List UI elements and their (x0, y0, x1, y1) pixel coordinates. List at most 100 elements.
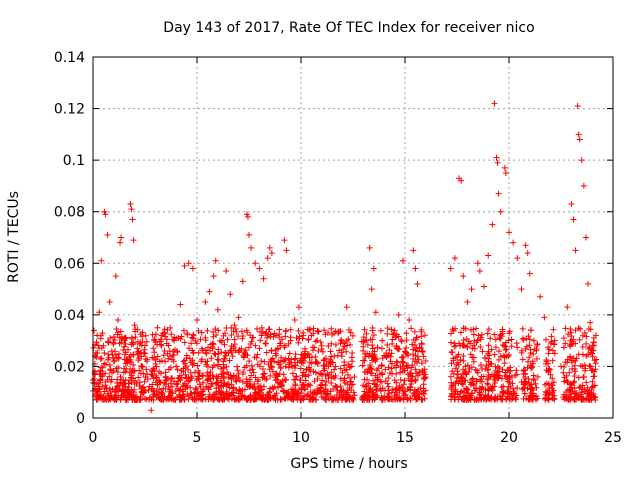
scatter-point (574, 102, 581, 109)
scatter-point-bg (120, 346, 127, 353)
scatter-point-bg (110, 334, 117, 341)
scatter-point-bg (211, 362, 218, 369)
scatter-point-bg (543, 389, 550, 396)
scatter-point-bg (246, 383, 253, 390)
scatter-point-bg (508, 336, 515, 343)
scatter-point-bg (185, 366, 192, 373)
scatter-point-bg (218, 391, 225, 398)
scatter-point-bg (176, 372, 183, 379)
scatter-point-bg (328, 379, 335, 386)
scatter-point-bg (260, 396, 267, 403)
scatter-point-bg (505, 366, 512, 373)
scatter-point-bg (491, 379, 498, 386)
scatter-point-bg (448, 392, 455, 399)
scatter-point (194, 317, 200, 324)
scatter-point-bg (101, 349, 108, 356)
scatter-point-bg (454, 368, 461, 375)
scatter-point-bg (447, 396, 454, 403)
scatter-point (117, 239, 124, 246)
scatter-point-bg (593, 356, 600, 363)
scatter-point-bg (361, 388, 368, 395)
scatter-point-bg (501, 360, 508, 367)
scatter-point (570, 216, 577, 223)
y-tick-label: 0.08 (54, 205, 85, 221)
scatter-point-bg (105, 396, 112, 403)
scatter-point-bg (149, 381, 156, 388)
scatter-point-bg (447, 373, 454, 380)
scatter-point-bg (400, 353, 407, 360)
scatter-point-bg (512, 372, 519, 379)
scatter-point (100, 342, 107, 349)
scatter-point-bg (328, 325, 335, 332)
scatter-point-bg (176, 387, 183, 394)
scatter-point-bg (263, 340, 270, 347)
scatter-point-bg (321, 327, 328, 334)
scatter-point-bg (298, 385, 305, 392)
scatter-point-bg (178, 367, 185, 374)
scatter-point (391, 327, 398, 334)
scatter-point-bg (255, 376, 262, 383)
scatter-point-bg (156, 378, 163, 385)
scatter-point-bg (314, 337, 321, 344)
scatter-point (582, 234, 589, 241)
scatter-point-bg (299, 372, 306, 379)
scatter-point-bg (136, 340, 143, 347)
scatter-point-bg (165, 396, 172, 403)
scatter-point-bg (545, 365, 552, 372)
scatter-point-bg (247, 396, 254, 403)
scatter-point-bg (332, 328, 339, 335)
scatter-point-bg (279, 377, 286, 384)
scatter-point-bg (344, 381, 351, 388)
y-tick-label: 0.06 (54, 256, 85, 272)
scatter-point-bg (393, 358, 400, 365)
scatter-point-bg (298, 351, 305, 358)
scatter-point-bg (288, 386, 295, 393)
scatter-point-bg (507, 383, 514, 390)
scatter-point-bg (377, 385, 384, 392)
scatter-point-bg (125, 394, 132, 401)
scatter-point-bg (370, 332, 377, 339)
scatter-point (166, 353, 173, 360)
scatter-point-bg (90, 327, 97, 334)
scatter-point-bg (576, 336, 583, 343)
scatter-point-bg (566, 369, 573, 376)
y-tick-label: 0.04 (54, 308, 85, 324)
scatter-point (246, 231, 252, 238)
scatter-point-bg (510, 388, 517, 395)
scatter-point-bg (533, 384, 540, 391)
scatter-point-bg (470, 326, 477, 333)
scatter-point-bg (567, 325, 574, 332)
scatter-point-bg (93, 380, 100, 387)
scatter-point-bg (295, 327, 302, 334)
scatter-point-bg (348, 396, 355, 403)
scatter-point-bg (403, 337, 410, 344)
scatter-point-bg (143, 396, 150, 403)
scatter-point-bg (331, 366, 338, 373)
scatter-point-bg (579, 343, 586, 350)
scatter-point (189, 265, 196, 272)
scatter-point-bg (388, 365, 395, 372)
scatter-point-bg (110, 340, 117, 347)
scatter-point-bg (161, 330, 168, 337)
scatter-point-bg (503, 346, 510, 353)
scatter-point (158, 342, 165, 349)
scatter-point-bg (277, 380, 284, 387)
scatter-point-bg (308, 354, 315, 361)
scatter-point-bg (488, 371, 495, 378)
scatter-point-bg (495, 356, 502, 363)
scatter-point-bg (149, 331, 156, 338)
scatter-point-bg (520, 366, 527, 373)
scatter-point-bg (141, 346, 148, 353)
scatter-point (502, 170, 509, 177)
scatter-point-bg (499, 366, 506, 373)
scatter-point-bg (404, 396, 411, 403)
scatter-point-bg (300, 329, 307, 336)
scatter-point-bg (418, 333, 425, 340)
scatter-point-bg (372, 372, 379, 379)
scatter-point-bg (419, 369, 426, 376)
scatter-point-bg (152, 379, 159, 386)
scatter-point-bg (449, 349, 456, 356)
scatter-point-bg (202, 346, 209, 353)
scatter-point-bg (519, 325, 526, 332)
scatter-point-bg (336, 394, 343, 401)
